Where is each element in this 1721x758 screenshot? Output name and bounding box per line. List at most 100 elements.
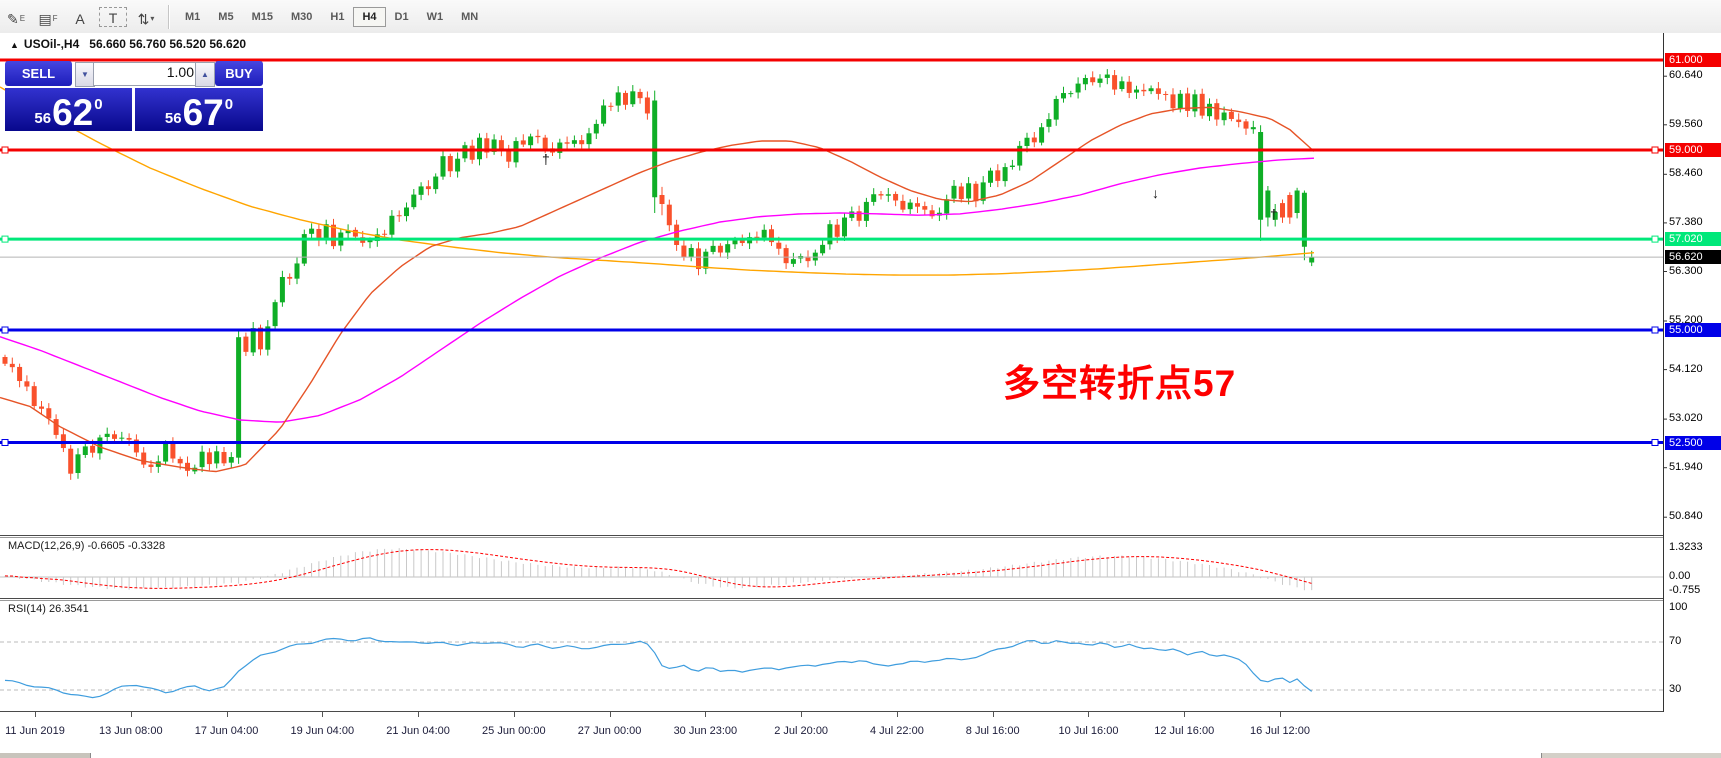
time-tick	[609, 712, 611, 717]
chart-tab-bar	[0, 753, 1721, 758]
date-label: 8 Jul 16:00	[965, 725, 1020, 737]
collapse-arrow-icon[interactable]: ▲	[10, 40, 19, 50]
rsi-scale-label: 30	[1669, 683, 1682, 695]
time-tick	[1184, 712, 1186, 717]
chart-tab[interactable]	[0, 753, 91, 758]
hline-handle[interactable]	[1651, 235, 1659, 243]
macd-scale-label: 0.00	[1669, 570, 1691, 582]
time-tick	[992, 712, 994, 717]
chart-marker-8595[interactable]: ↓	[1152, 185, 1159, 201]
chart-tab-active[interactable]	[91, 753, 1542, 758]
sell-price-point: 0	[94, 96, 103, 113]
rsi-value: 26.3541	[48, 603, 89, 615]
time-tick	[130, 712, 132, 717]
price-badge-55.000: 55.000	[1665, 323, 1721, 337]
hline-handle[interactable]	[1651, 439, 1659, 446]
arrows-objects-icon[interactable]: ⇅ ▾	[137, 10, 155, 27]
date-label: 2 Jul 20:00	[774, 725, 829, 737]
sell-price-panel[interactable]: 56 62 0	[5, 88, 132, 131]
toolbar-separator	[168, 4, 170, 29]
date-label: 12 Jul 16:00	[1154, 725, 1215, 737]
price-tick-label: 53.020	[1669, 412, 1703, 425]
date-label: 4 Jul 22:00	[870, 725, 924, 737]
grid-template-icon[interactable]: ▤ F	[38, 10, 58, 27]
time-tick	[801, 712, 803, 717]
rsi-label: RSI(14) 26.3541	[8, 603, 89, 615]
buy-price-panel[interactable]: 56 67 0	[135, 88, 263, 131]
price-axis[interactable]: 60.640 59.560 58.460 57.380 56.300 55.200 54.1…	[1664, 33, 1721, 712]
rsi-scale-label: 100	[1669, 601, 1688, 613]
draw-expert-icon[interactable]: ✎ E	[6, 10, 26, 27]
price-tick-label: 57.380	[1669, 215, 1703, 228]
hline-handle[interactable]	[1651, 146, 1659, 154]
hline-handle[interactable]	[1, 326, 9, 334]
ma-slow-orange-line[interactable]	[0, 86, 1315, 276]
price-tick-label: 50.840	[1669, 510, 1703, 523]
price-badge-61.000: 61.000	[1665, 53, 1721, 67]
chart-marker-8224[interactable]: †	[542, 151, 550, 167]
text-a-icon[interactable]: A	[75, 10, 85, 27]
volume-increase-button[interactable]: ▲	[195, 62, 215, 87]
macd-label: MACD(12,26,9) -0.6605 -0.3328	[8, 540, 166, 552]
text-label-icon[interactable]: T	[99, 6, 127, 27]
macd-histogram	[4, 548, 1313, 591]
chart-marker-8224[interactable]: †	[1270, 206, 1278, 222]
date-label: 25 Jun 00:00	[482, 725, 546, 737]
time-axis[interactable]: 11 Jun 2019 13 Jun 08:00 17 Jun 04:00 19 Ju…	[0, 712, 1721, 753]
timeframe-button-h1[interactable]: H1	[330, 10, 345, 23]
price-tick-label: 60.640	[1669, 69, 1703, 82]
hline-handle[interactable]	[1651, 326, 1659, 334]
date-label: 19 Jun 04:00	[290, 725, 355, 737]
date-label: 10 Jul 16:00	[1058, 725, 1119, 737]
date-label: 30 Jun 23:00	[673, 725, 738, 737]
hline-handle[interactable]	[1, 235, 9, 243]
volume-input[interactable]: 1.00	[93, 62, 200, 86]
hline-handle[interactable]	[1, 146, 9, 154]
volume-decrease-button[interactable]: ▼	[75, 62, 95, 87]
timeframe-button-m30[interactable]: M30	[290, 10, 313, 23]
macd-signal-line	[4, 549, 1312, 589]
toolbar: ✎ E ▤ F A T ⇅ ▾ M1 M5 M15 M30 H1 H4 D1 W1 MN	[0, 0, 1721, 34]
chart-title: ▲ USOil-,H4 56.660 56.760 56.520 56.620	[10, 37, 246, 51]
chart-text-annotation: 多空转折点57	[1003, 363, 1237, 404]
date-label: 16 Jul 12:00	[1250, 725, 1310, 737]
macd-scale-label: -0.755	[1669, 584, 1701, 596]
price-badge-56.620: 56.620	[1665, 250, 1721, 265]
time-tick	[418, 712, 420, 717]
buy-price-major: 56	[164, 110, 182, 127]
chart-area[interactable]: † † ↓ ▲ USOil-,H4 56.660 56.760 56.520 56.62…	[0, 33, 1721, 712]
price-chart-canvas[interactable]: † † ↓	[0, 33, 1721, 712]
date-label: 17 Jun 04:00	[194, 725, 259, 737]
draw-expert-icon-sub: E	[19, 13, 26, 23]
price-tick-label: 58.460	[1669, 167, 1703, 180]
ma-fast-red-line[interactable]	[0, 106, 1315, 473]
timeframe-button-h4[interactable]: H4	[353, 6, 386, 27]
timeframe-button-m15[interactable]: M15	[251, 10, 273, 23]
sell-price-major: 56	[34, 110, 52, 127]
hline-handle[interactable]	[1, 439, 9, 446]
price-badge-57.020: 57.020	[1665, 232, 1721, 247]
grid-template-icon-sub: F	[52, 13, 58, 23]
timeframe-button-w1[interactable]: W1	[426, 10, 444, 23]
sell-button[interactable]: SELL	[5, 61, 72, 86]
buy-price-pips: 67	[182, 92, 224, 133]
time-tick	[35, 712, 36, 717]
buy-button[interactable]: BUY	[215, 61, 263, 86]
time-tick	[322, 712, 324, 717]
price-tick-label: 59.560	[1669, 117, 1703, 130]
macd-values: -0.6605 -0.3328	[87, 540, 166, 552]
timeframe-button-m1[interactable]: M1	[185, 10, 201, 23]
time-tick	[513, 712, 515, 717]
horizontal-lines-layer[interactable]	[0, 58, 1663, 446]
timeframe-button-m5[interactable]: M5	[218, 10, 234, 23]
timeframe-button-d1[interactable]: D1	[394, 10, 409, 23]
sell-price-pips: 62	[52, 92, 94, 133]
candles-layer	[2, 69, 1315, 480]
timeframe-button-mn[interactable]: MN	[461, 10, 479, 23]
time-tick	[1088, 712, 1090, 717]
rsi-line	[4, 637, 1313, 699]
buy-price-point: 0	[224, 96, 234, 113]
ma-mid-magenta-line[interactable]	[0, 157, 1315, 423]
rsi-scale-label: 70	[1669, 635, 1682, 647]
